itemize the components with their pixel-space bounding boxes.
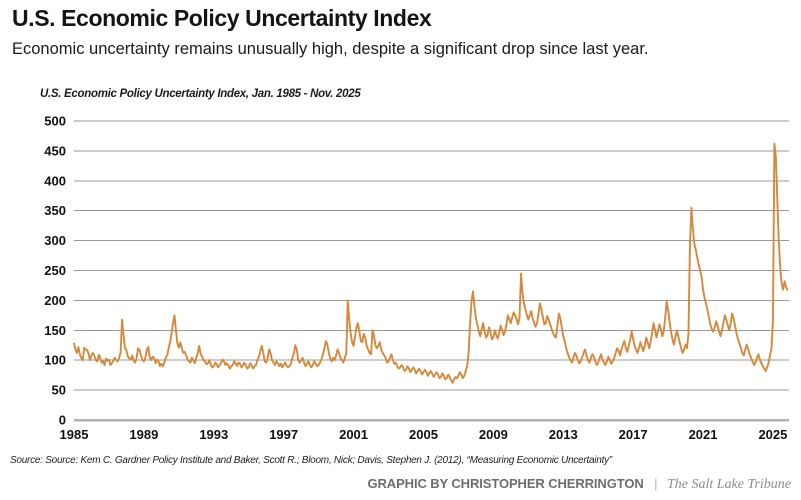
footer: Source: Source: Kem C. Gardner Policy In…	[10, 455, 795, 493]
y-tick-label: 50	[52, 383, 66, 398]
x-axis-tick-labels: 1985 1989 1993 1997 2001 2005 2009 2013 2017 2021…	[60, 427, 788, 442]
page-title: U.S. Economic Policy Uncertainty Index	[12, 5, 432, 31]
y-tick-label: 0	[59, 413, 66, 428]
x-tick-label: 2005	[409, 427, 438, 442]
x-tick-label: 1989	[129, 427, 158, 442]
x-tick-label: 1985	[60, 427, 89, 442]
header: U.S. Economic Policy Uncertainty Index E…	[12, 5, 792, 60]
y-tick-label: 100	[44, 353, 66, 368]
data-series-group	[73, 142, 789, 384]
x-tick-label: 2025	[758, 427, 787, 442]
credit-divider: |	[654, 476, 658, 491]
x-tick-label: 1997	[269, 427, 298, 442]
y-tick-label: 200	[44, 293, 66, 308]
x-tick-label: 2009	[479, 427, 508, 442]
y-tick-label: 150	[44, 323, 66, 338]
y-tick-label: 450	[44, 143, 66, 158]
x-tick-label: 2021	[689, 427, 718, 442]
publication-name: The Salt Lake Tribune	[666, 477, 791, 492]
chart-caption: U.S. Economic Policy Uncertainty Index, …	[40, 88, 361, 100]
x-tick-label: 1993	[199, 427, 228, 442]
gridlines	[74, 120, 789, 422]
page-subtitle: Economic uncertainty remains unusually h…	[12, 40, 649, 58]
y-axis-tick-labels: 0 50 100 150 200 250 300 350 400 450 500	[44, 114, 66, 428]
series-line-0	[73, 142, 789, 384]
credit-row: GRAPHIC BY CHRISTOPHER CHERRINGTON | The…	[10, 475, 795, 493]
chart-container: 0 50 100 150 200 250 300 350 400 450 500 1985 1989 1…	[44, 114, 789, 442]
graphic-credit: GRAPHIC BY CHRISTOPHER CHERRINGTON	[367, 476, 644, 491]
y-tick-label: 400	[44, 173, 66, 188]
y-tick-label: 500	[44, 114, 66, 129]
x-tick-label: 2017	[619, 427, 648, 442]
x-tick-label: 2013	[549, 427, 578, 442]
y-tick-label: 250	[44, 263, 66, 278]
x-tick-label: 2001	[339, 427, 368, 442]
source-note: Source: Source: Kem C. Gardner Policy In…	[10, 455, 612, 466]
y-tick-label: 350	[44, 203, 66, 218]
y-tick-label: 300	[44, 233, 66, 248]
